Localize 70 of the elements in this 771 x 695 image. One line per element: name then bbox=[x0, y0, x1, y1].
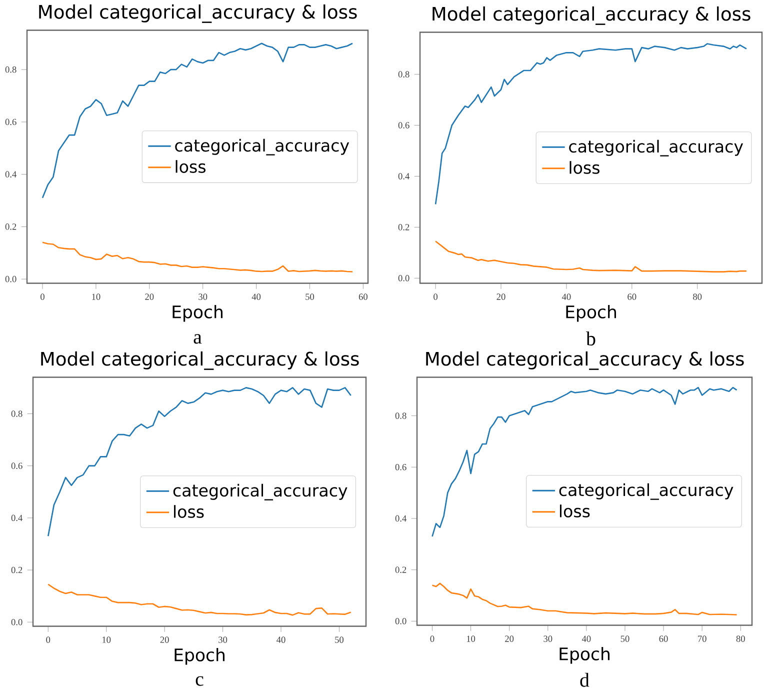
x-tick-label: 50 bbox=[620, 636, 630, 642]
x-tick-label: 0 bbox=[46, 636, 50, 643]
x-tick-label: 50 bbox=[335, 636, 344, 643]
x-tick-label: 30 bbox=[218, 636, 228, 643]
x-tick-label: 10 bbox=[102, 636, 111, 643]
x-tick-label: 40 bbox=[252, 294, 261, 300]
x-tick-label: 70 bbox=[698, 636, 706, 642]
x-tick-label: 40 bbox=[582, 636, 591, 642]
legend-label: categorical_accuracy bbox=[559, 483, 734, 500]
x-tick-label: 10 bbox=[466, 636, 476, 642]
x-tick-label: 0 bbox=[430, 636, 434, 642]
y-tick-label: 0.4 bbox=[395, 515, 406, 522]
legend-label: loss bbox=[174, 504, 204, 518]
y-tick-label: 0.2 bbox=[395, 566, 406, 573]
legend-label: loss bbox=[560, 504, 590, 518]
y-tick-label: 0.2 bbox=[11, 566, 22, 574]
text: b bbox=[586, 331, 596, 346]
x-tick-label: 60 bbox=[358, 294, 368, 300]
y-tick-label: 0.2 bbox=[5, 223, 16, 230]
y-tick-label: 0.0 bbox=[11, 618, 22, 626]
x-tick-label: 30 bbox=[198, 294, 208, 300]
chart-title: Model categorical_accuracy & loss bbox=[432, 6, 750, 25]
chart-title: Model categorical_accuracy & loss bbox=[39, 4, 357, 23]
y-tick-label: 0.0 bbox=[398, 274, 410, 282]
x-axis-title: Epoch bbox=[172, 304, 222, 322]
x-tick-label: 80 bbox=[736, 636, 745, 642]
text: d bbox=[580, 672, 590, 687]
line-series bbox=[47, 386, 352, 537]
text: c bbox=[196, 676, 204, 686]
x-tick-label: 20 bbox=[505, 636, 514, 642]
legend-label: categorical_accuracy bbox=[175, 138, 350, 156]
x-tick-label: 30 bbox=[544, 636, 552, 642]
y-tick-label: 0.8 bbox=[11, 410, 22, 417]
x-tick-label: 0 bbox=[40, 294, 44, 300]
x-axis-title: Epoch bbox=[174, 648, 224, 665]
x-tick-label: 20 bbox=[160, 636, 169, 643]
y-tick-label: 0.0 bbox=[5, 276, 16, 282]
legend-label: loss bbox=[176, 160, 206, 173]
x-tick-label: 80 bbox=[693, 294, 702, 300]
legend-label: categorical_accuracy bbox=[569, 140, 744, 156]
chart-title: Model categorical_accuracy & loss bbox=[426, 351, 744, 370]
y-tick-label: 0.6 bbox=[11, 462, 22, 469]
x-tick-label: 0 bbox=[434, 294, 438, 300]
x-tick-label: 20 bbox=[496, 294, 506, 300]
x-tick-label: 10 bbox=[92, 294, 100, 300]
y-tick-label: 0.0 bbox=[395, 618, 406, 624]
y-tick-label: 0.4 bbox=[398, 172, 410, 180]
line-series bbox=[434, 42, 748, 205]
y-tick-label: 0.4 bbox=[5, 171, 16, 178]
y-tick-label: 0.2 bbox=[398, 224, 410, 230]
legend-label: categorical_accuracy bbox=[173, 484, 348, 500]
x-axis-title: Epoch bbox=[560, 646, 610, 664]
x-axis-title: Epoch bbox=[566, 304, 616, 322]
x-tick-label: 40 bbox=[562, 294, 571, 300]
text: a bbox=[194, 334, 202, 344]
y-tick-label: 0.6 bbox=[5, 118, 16, 125]
x-tick-label: 60 bbox=[659, 636, 668, 642]
chart-title: Model categorical_accuracy & loss bbox=[41, 351, 359, 370]
y-tick-label: 0.8 bbox=[398, 71, 410, 78]
x-tick-label: 60 bbox=[628, 294, 636, 300]
y-tick-label: 0.6 bbox=[398, 122, 410, 128]
y-tick-label: 0.8 bbox=[5, 66, 16, 73]
line-series bbox=[432, 582, 738, 616]
x-tick-label: 40 bbox=[276, 636, 286, 643]
y-tick-label: 0.4 bbox=[11, 514, 22, 521]
y-tick-label: 0.8 bbox=[395, 412, 406, 419]
legend-label: loss bbox=[570, 160, 600, 174]
x-tick-label: 50 bbox=[306, 294, 314, 300]
y-tick-label: 0.6 bbox=[395, 464, 406, 470]
x-tick-label: 20 bbox=[145, 294, 154, 300]
